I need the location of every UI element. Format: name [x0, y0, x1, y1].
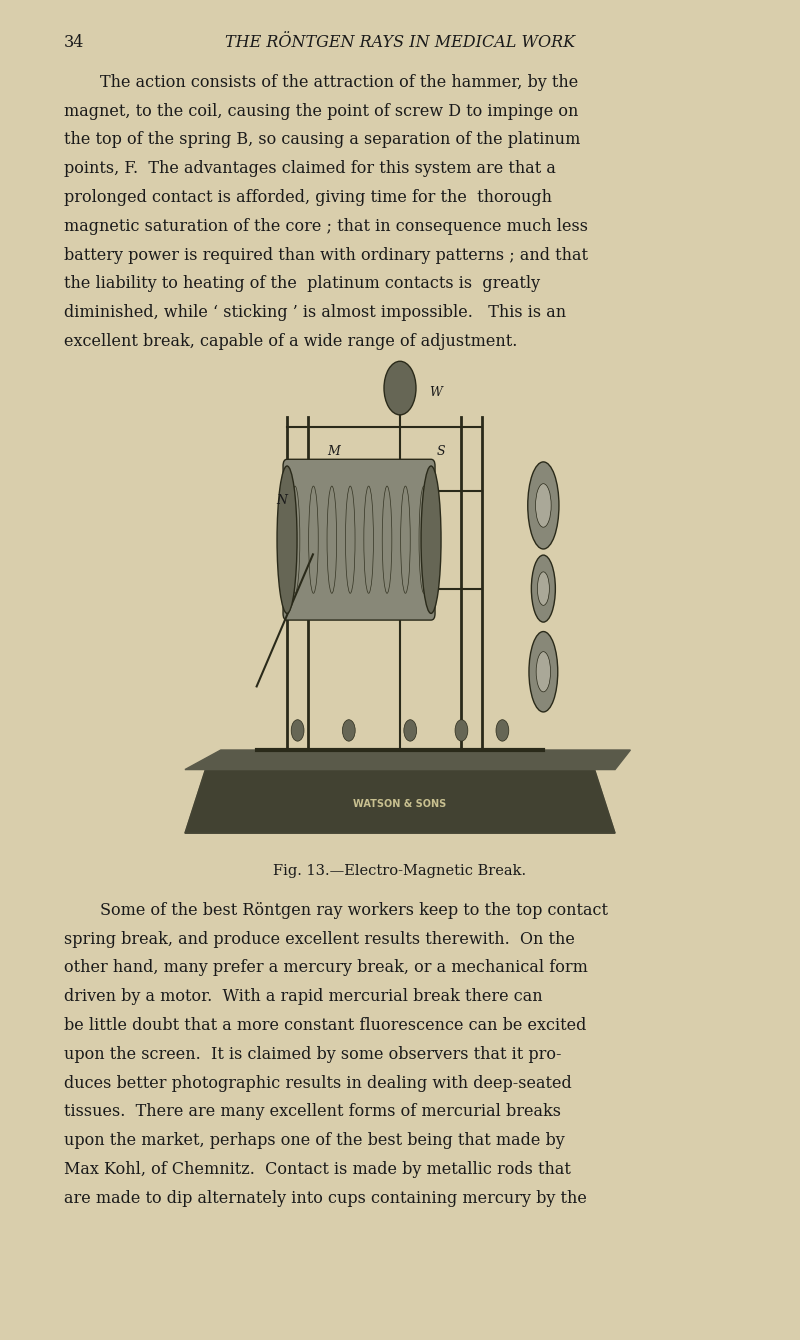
Text: battery power is required than with ordinary patterns ; and that: battery power is required than with ordi…	[64, 247, 588, 264]
Ellipse shape	[538, 572, 550, 606]
Text: prolonged contact is afforded, giving time for the  thorough: prolonged contact is afforded, giving ti…	[64, 189, 552, 206]
Text: tissues.  There are many excellent forms of mercurial breaks: tissues. There are many excellent forms …	[64, 1104, 561, 1120]
Text: upon the screen.  It is claimed by some observers that it pro-: upon the screen. It is claimed by some o…	[64, 1047, 562, 1063]
Text: The action consists of the attraction of the hammer, by the: The action consists of the attraction of…	[100, 74, 578, 91]
Polygon shape	[185, 769, 615, 833]
Text: Fig. 13.—Electro-Magnetic Break.: Fig. 13.—Electro-Magnetic Break.	[274, 864, 526, 878]
Text: Max Kohl, of Chemnitz.  Contact is made by metallic rods that: Max Kohl, of Chemnitz. Contact is made b…	[64, 1160, 571, 1178]
FancyBboxPatch shape	[283, 460, 435, 620]
Text: excellent break, capable of a wide range of adjustment.: excellent break, capable of a wide range…	[64, 332, 518, 350]
Text: spring break, and produce excellent results therewith.  On the: spring break, and produce excellent resu…	[64, 931, 575, 947]
Text: points, F.  The advantages claimed for this system are that a: points, F. The advantages claimed for th…	[64, 161, 556, 177]
Text: diminished, while ‘ sticking ’ is almost impossible.   This is an: diminished, while ‘ sticking ’ is almost…	[64, 304, 566, 322]
Text: duces better photographic results in dealing with deep-seated: duces better photographic results in dea…	[64, 1075, 572, 1092]
Text: magnet, to the coil, causing the point of screw D to impinge on: magnet, to the coil, causing the point o…	[64, 103, 578, 119]
Polygon shape	[185, 769, 615, 833]
Ellipse shape	[528, 462, 559, 549]
Text: the top of the spring B, so causing a separation of the platinum: the top of the spring B, so causing a se…	[64, 131, 580, 149]
Bar	[144, 369, 656, 858]
Ellipse shape	[536, 651, 550, 691]
Ellipse shape	[535, 484, 551, 527]
Text: S: S	[437, 445, 446, 458]
Text: N: N	[277, 494, 288, 507]
Polygon shape	[185, 750, 630, 769]
Ellipse shape	[529, 631, 558, 712]
Text: be little doubt that a more constant fluorescence can be excited: be little doubt that a more constant flu…	[64, 1017, 586, 1034]
Text: the liability to heating of the  platinum contacts is  greatly: the liability to heating of the platinum…	[64, 275, 540, 292]
Text: magnetic saturation of the core ; that in consequence much less: magnetic saturation of the core ; that i…	[64, 217, 588, 234]
Text: driven by a motor.  With a rapid mercurial break there can: driven by a motor. With a rapid mercuria…	[64, 989, 542, 1005]
Circle shape	[455, 720, 468, 741]
Text: are made to dip alternately into cups containing mercury by the: are made to dip alternately into cups co…	[64, 1190, 587, 1207]
Text: upon the market, perhaps one of the best being that made by: upon the market, perhaps one of the best…	[64, 1132, 565, 1150]
Text: other hand, many prefer a mercury break, or a mechanical form: other hand, many prefer a mercury break,…	[64, 959, 588, 977]
Ellipse shape	[421, 466, 441, 614]
Circle shape	[496, 720, 509, 741]
Ellipse shape	[531, 555, 555, 622]
Ellipse shape	[277, 466, 297, 614]
Circle shape	[384, 362, 416, 415]
Text: THE RÖNTGEN RAYS IN MEDICAL WORK: THE RÖNTGEN RAYS IN MEDICAL WORK	[225, 34, 575, 51]
Circle shape	[342, 720, 355, 741]
Text: WATSON & SONS: WATSON & SONS	[354, 799, 446, 809]
Circle shape	[291, 720, 304, 741]
Text: Some of the best Röntgen ray workers keep to the top contact: Some of the best Röntgen ray workers kee…	[100, 902, 608, 919]
Circle shape	[404, 720, 417, 741]
Text: W: W	[430, 386, 442, 399]
Text: M: M	[327, 445, 340, 458]
Text: 34: 34	[64, 34, 84, 51]
